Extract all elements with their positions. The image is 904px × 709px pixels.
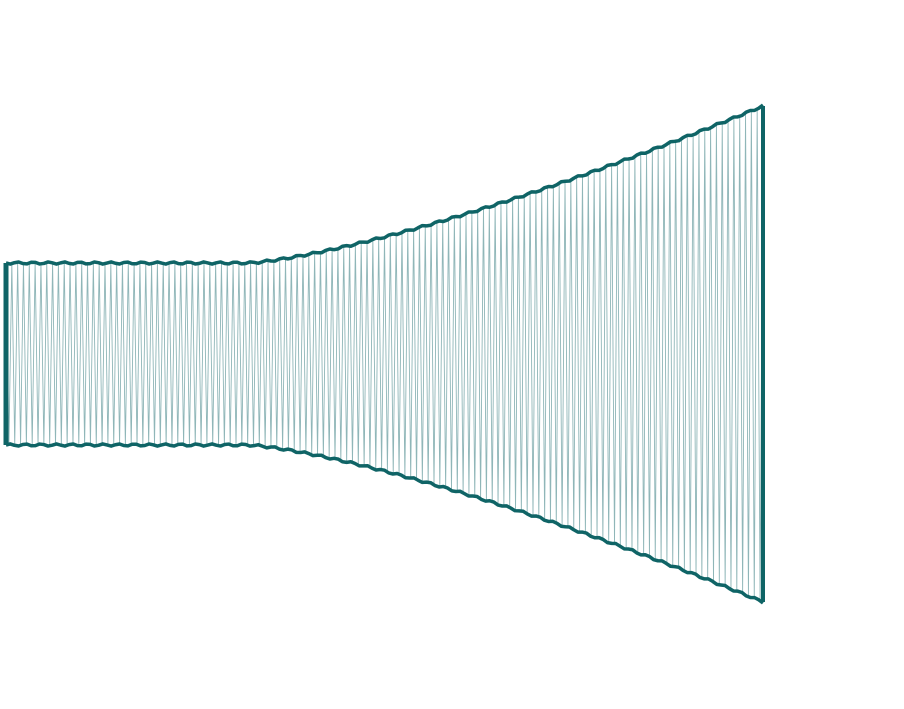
oscillation-fill: [5, 105, 764, 601]
upper-envelope-line: [5, 103, 765, 266]
oscillation-trace: [5, 105, 764, 601]
lower-envelope-line: [5, 442, 765, 605]
